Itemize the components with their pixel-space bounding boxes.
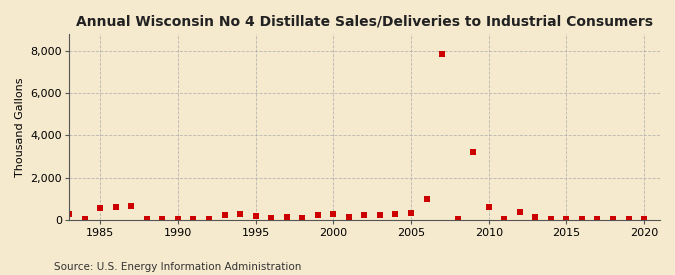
Y-axis label: Thousand Gallons: Thousand Gallons	[15, 77, 25, 177]
Title: Annual Wisconsin No 4 Distillate Sales/Deliveries to Industrial Consumers: Annual Wisconsin No 4 Distillate Sales/D…	[76, 15, 653, 29]
Text: Source: U.S. Energy Information Administration: Source: U.S. Energy Information Administ…	[54, 262, 301, 272]
